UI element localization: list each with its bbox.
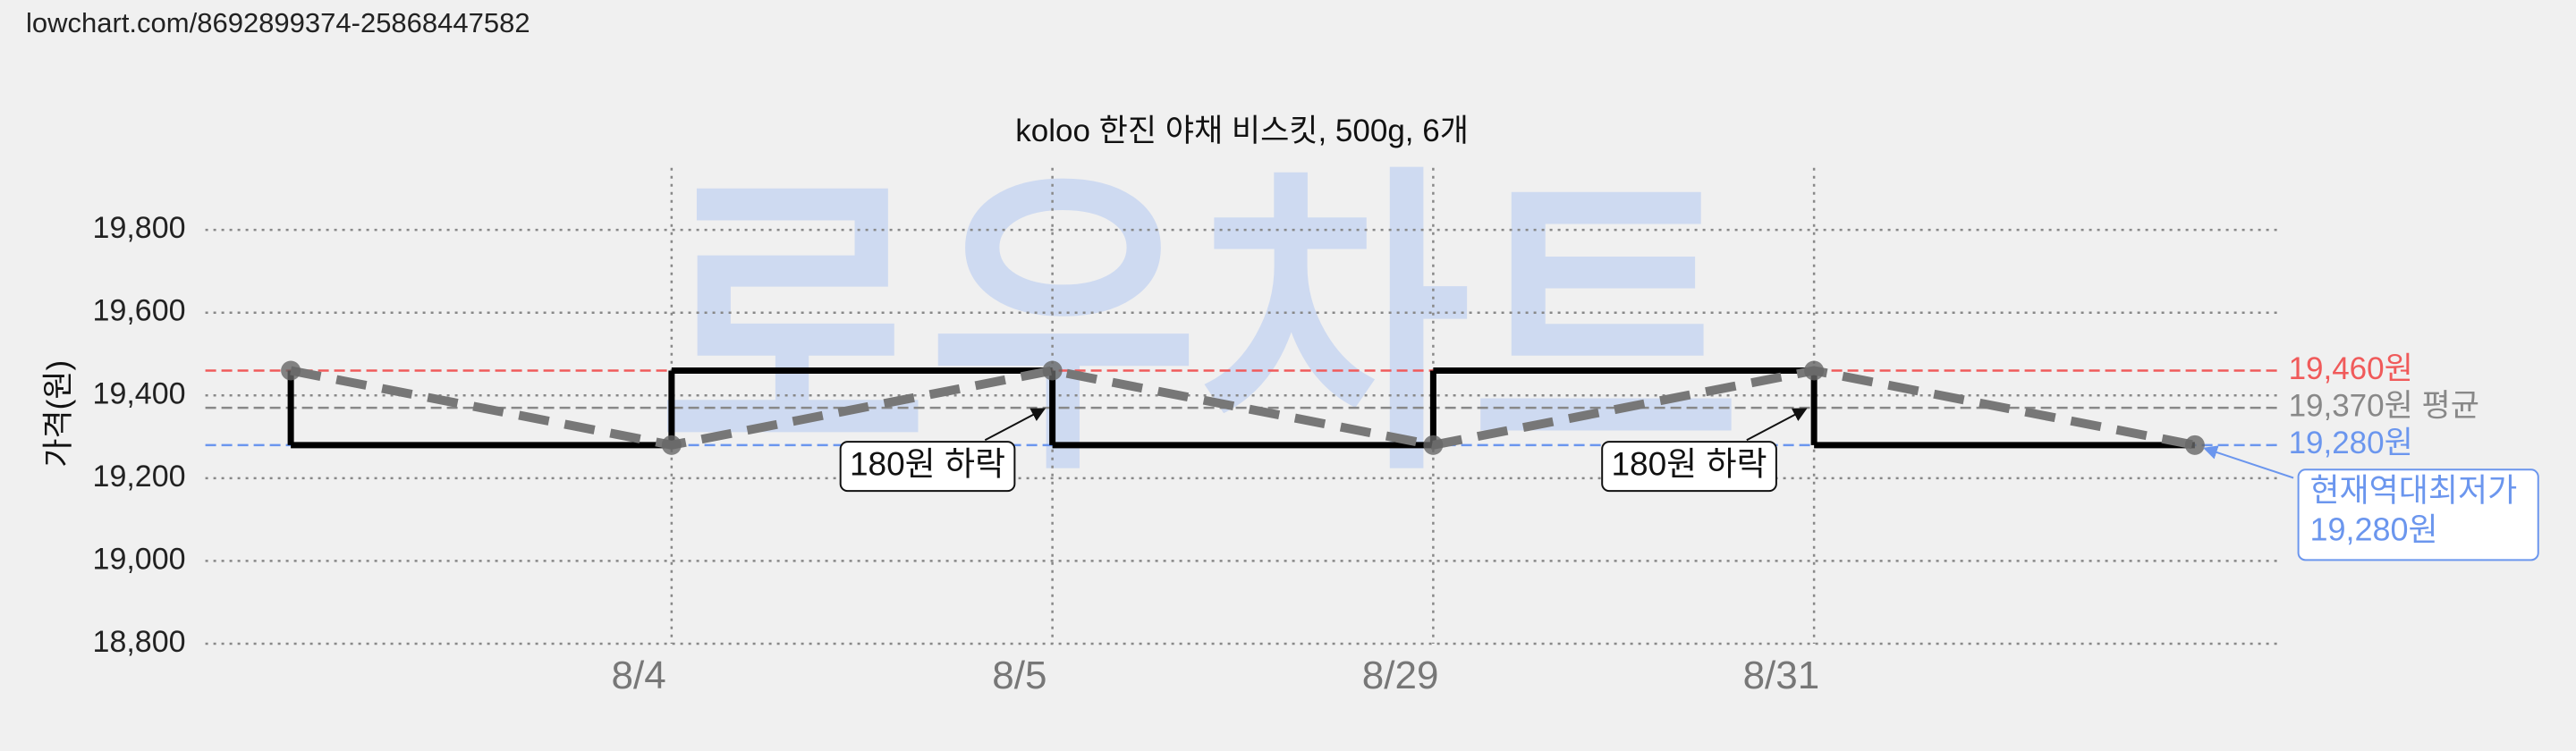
annotation-box <box>1601 441 1777 493</box>
y-tick-label: 19,600 <box>93 294 186 328</box>
annotation-arrow <box>1746 408 1808 442</box>
annotation-box <box>839 441 1016 493</box>
y-tick-label: 18,800 <box>93 625 186 659</box>
reference-label: 19,460원 <box>2289 351 2413 386</box>
annotation-text: 180원 하락 <box>1611 445 1767 482</box>
reference-label: 19,280원 <box>2289 426 2413 460</box>
y-tick-label: 19,800 <box>93 211 186 245</box>
url: lowchart.com/8692899374-25868447582 <box>26 7 530 38</box>
point <box>1423 435 1444 455</box>
annotation-text: 19,280원 <box>2309 511 2437 548</box>
point <box>1042 360 1063 381</box>
annotation-text: 현재역대최저가 <box>2309 472 2517 509</box>
x-tick-label: 8/5 <box>992 654 1046 697</box>
annotation-text: 180원 하락 <box>850 445 1005 482</box>
annotation-arrow <box>2203 445 2294 479</box>
chart-title: koloo 한진 야채 비스킷, 500g, 6개 <box>1015 114 1469 148</box>
y-axis-label: 가격(원) <box>41 360 76 468</box>
reference-label: 19,370원 평균 <box>2289 388 2479 423</box>
annotation-arrow <box>984 408 1046 442</box>
y-tick-label: 19,000 <box>93 542 186 576</box>
x-tick-label: 8/4 <box>612 654 666 697</box>
y-tick-label: 19,200 <box>93 460 186 494</box>
point <box>281 360 301 381</box>
watermark: 로우차트 <box>657 148 1741 507</box>
x-tick-label: 8/31 <box>1743 654 1820 697</box>
annotation-box <box>2297 468 2539 561</box>
point <box>661 435 682 455</box>
point <box>1804 360 1825 381</box>
point <box>2184 435 2205 455</box>
y-tick-label: 19,400 <box>93 376 186 410</box>
x-tick-label: 8/29 <box>1362 654 1439 697</box>
